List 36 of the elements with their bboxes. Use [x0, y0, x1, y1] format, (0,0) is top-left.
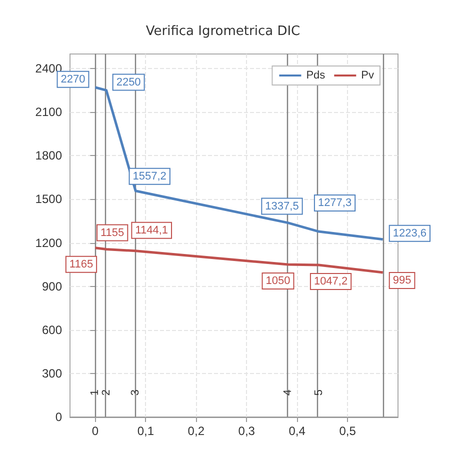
data-label: 2270 — [60, 73, 86, 86]
legend-label: Pds — [306, 70, 326, 82]
data-label: 1047,2 — [314, 275, 348, 288]
annotation: 5 — [312, 390, 325, 396]
y-tick-label: 1200 — [35, 236, 62, 250]
annotation: 3 — [130, 390, 142, 396]
annotation: 2 — [100, 390, 112, 396]
y-tick-label: 1500 — [35, 192, 62, 206]
y-tick-label: 2100 — [35, 105, 62, 120]
y-tick-label: 900 — [42, 279, 62, 294]
data-label: 1144,1 — [135, 224, 168, 236]
data-label: 1165 — [69, 258, 94, 270]
data-label: 1223,6 — [392, 227, 427, 240]
data-label: 1277,3 — [318, 197, 352, 210]
data-label: 2250 — [116, 76, 141, 88]
data-label: 1337,5 — [265, 200, 299, 212]
data-label: 1155 — [100, 226, 124, 239]
y-tick-label: 1800 — [35, 148, 62, 163]
data-label: 1557,2 — [132, 170, 166, 182]
annotation: 4 — [282, 390, 294, 396]
x-tick-label: 0 — [92, 424, 99, 438]
y-tick-label: 0 — [55, 410, 62, 424]
y-tick-label: 600 — [42, 322, 62, 337]
data-label: 995 — [392, 274, 412, 287]
data-label: 1050 — [266, 275, 290, 288]
x-tick-label: 0,4 — [288, 424, 306, 438]
line-series — [94, 246, 384, 274]
chart-title: Verifica Igrometrica DIC — [146, 24, 300, 39]
x-tick-label: 0,5 — [339, 424, 356, 438]
y-tick-label: 300 — [42, 366, 62, 380]
x-tick-label: 0,3 — [238, 424, 256, 438]
x-tick-label: 0,2 — [188, 424, 205, 438]
annotation: 1 — [89, 390, 102, 396]
legend-label: Pv — [361, 70, 374, 82]
line-series — [94, 86, 384, 241]
x-tick-label: 0,1 — [137, 424, 154, 438]
